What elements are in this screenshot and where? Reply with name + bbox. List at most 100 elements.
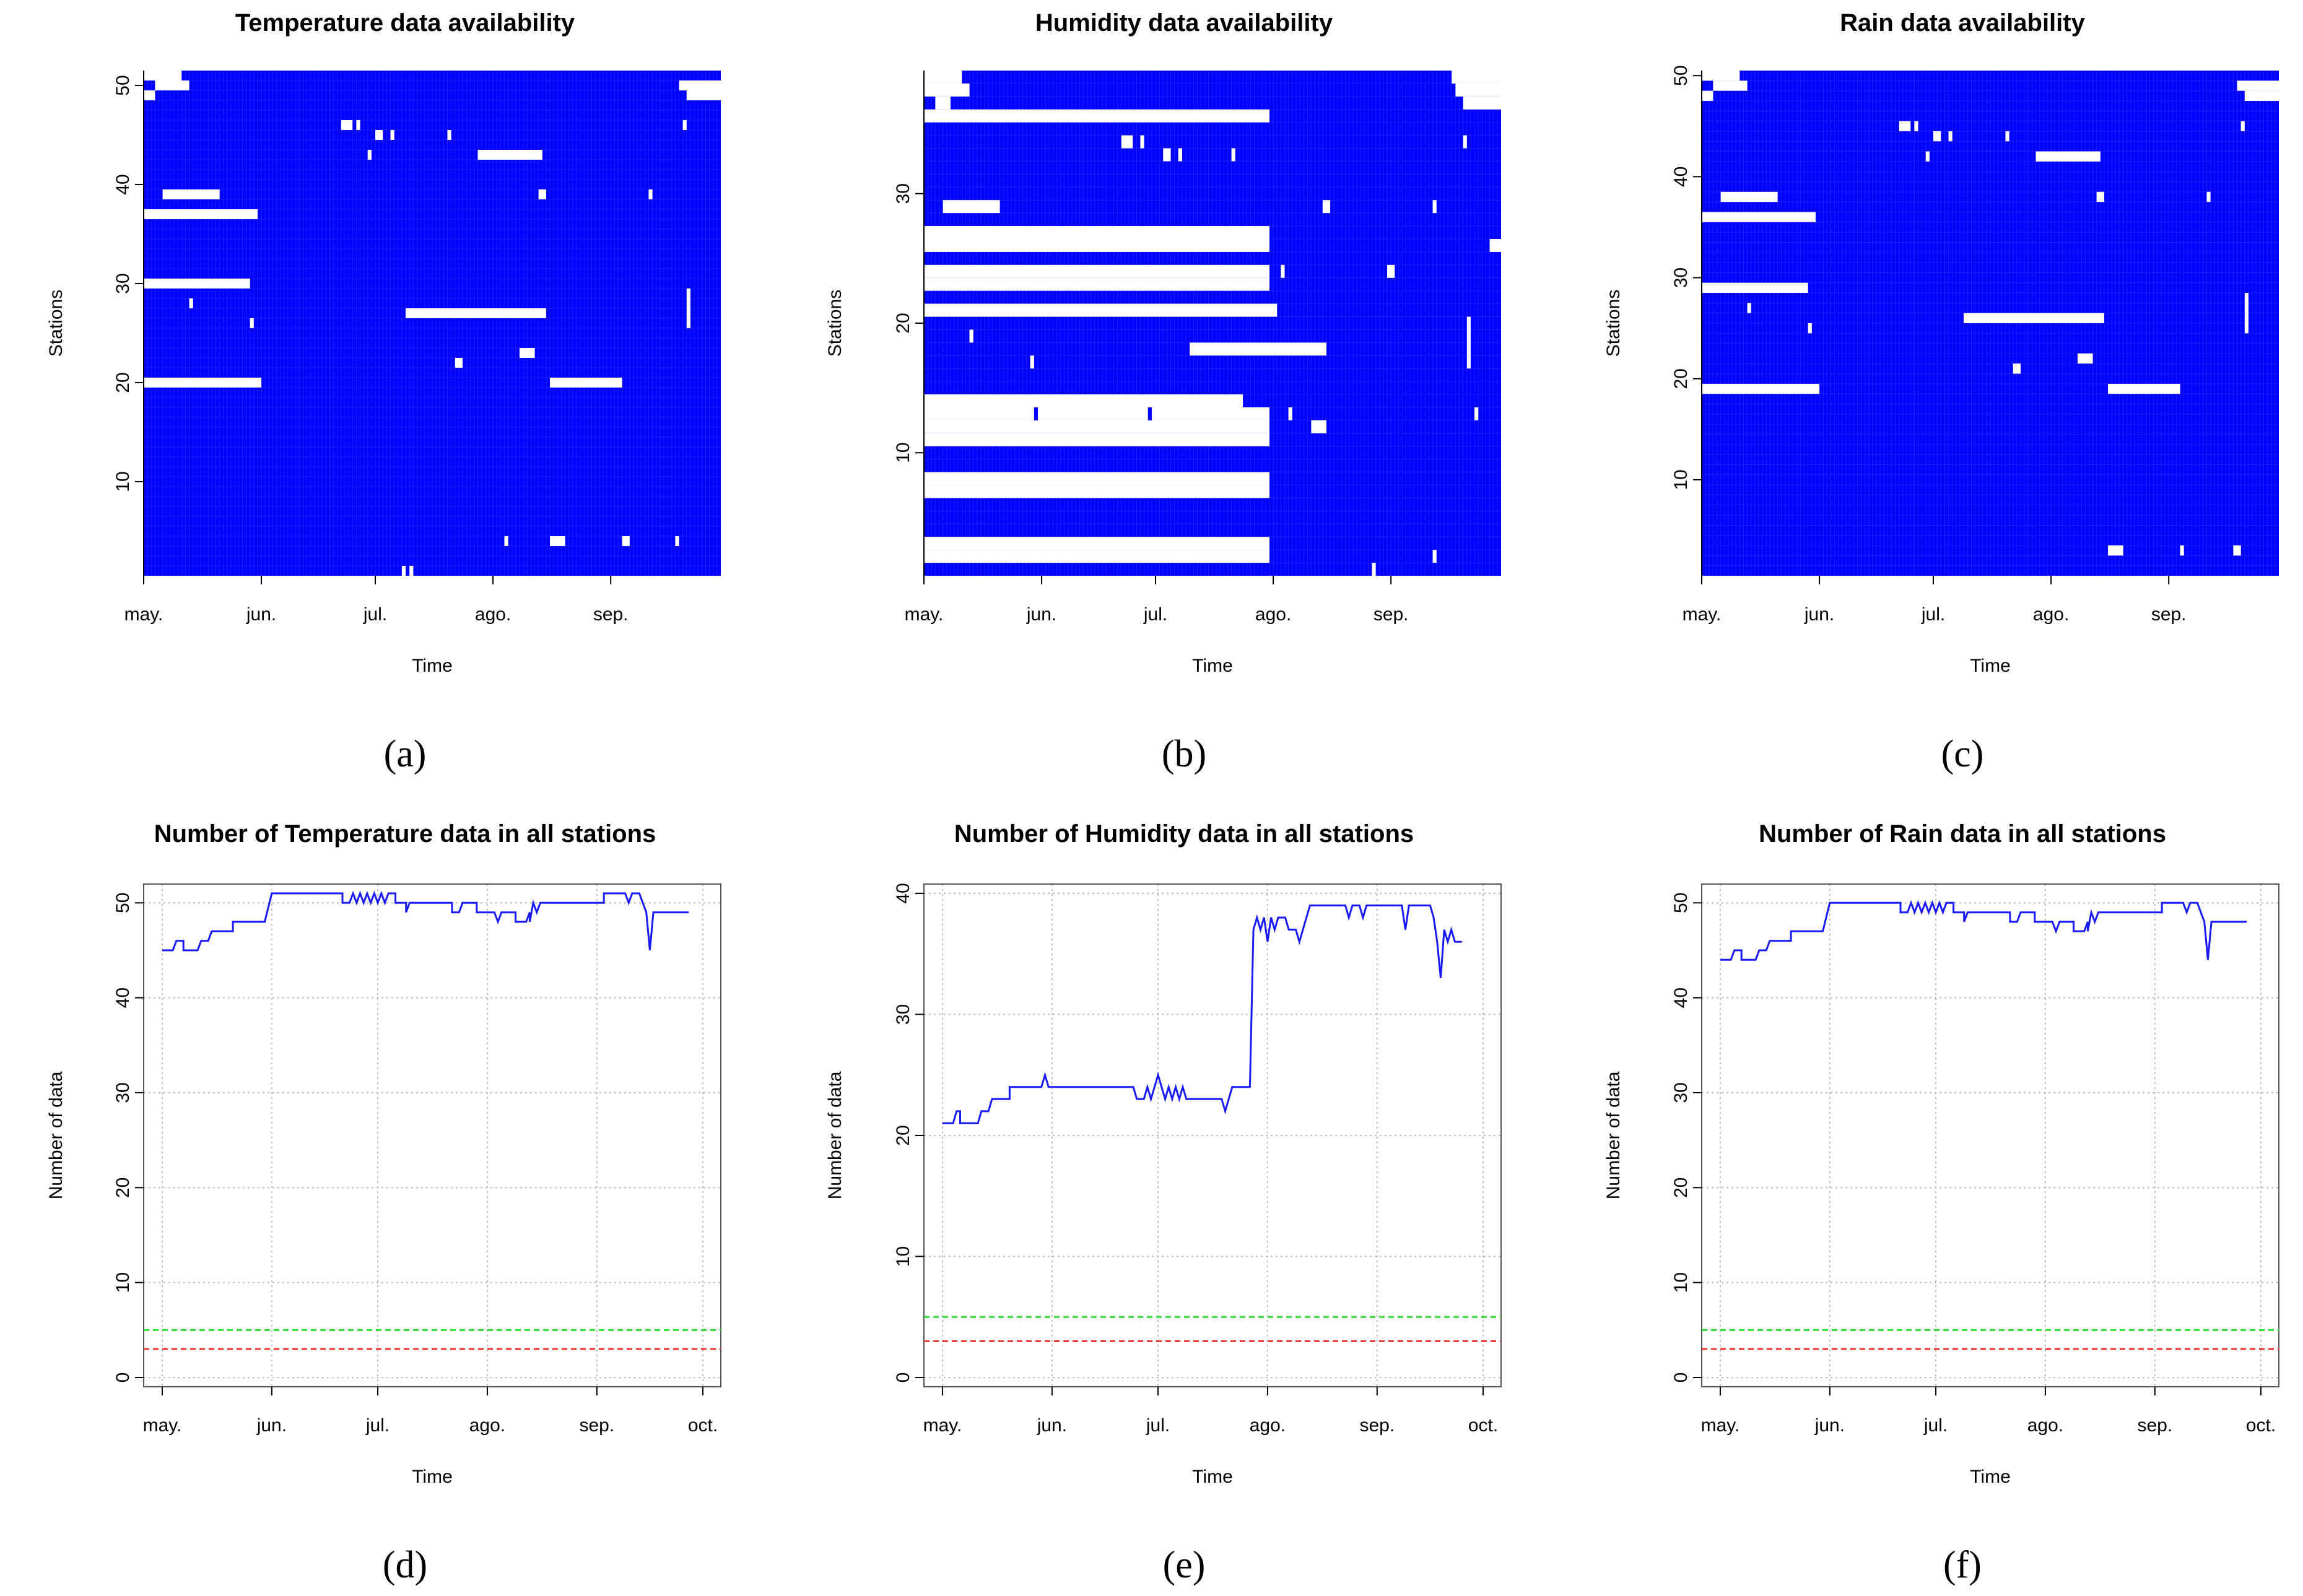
- data-count-line: [1720, 900, 2247, 961]
- missing-block: [1311, 420, 1326, 433]
- missing-block: [1387, 264, 1395, 278]
- available-block: [1147, 407, 1152, 420]
- y-tick-label: 50: [1671, 65, 1691, 85]
- availability-panel-1: 10 20 30 may. jun. jul. ago. sep. Humidity data …: [825, 9, 1501, 676]
- missing-block: [924, 109, 1269, 123]
- missing-block: [409, 566, 414, 576]
- x-tick-label: oct.: [1468, 1415, 1498, 1436]
- y-tick-label: 40: [1671, 987, 1691, 1008]
- x-tick-label: may.: [124, 604, 163, 625]
- missing-block: [2108, 383, 2180, 394]
- availability-panel-0: 10 20 30 40 50 may. jun. jul. ago. sep. Temperatur…: [46, 9, 721, 676]
- x-tick-label: sep.: [579, 1415, 614, 1436]
- count-panel-0: 0 10 20 30 40 50 may. jun. jul. ago. sep. oct. Numbe…: [46, 820, 721, 1487]
- missing-block: [2240, 121, 2245, 131]
- y-tick-label: 0: [893, 1373, 913, 1383]
- missing-block: [1432, 200, 1437, 214]
- missing-block: [1140, 135, 1144, 149]
- missing-block: [924, 537, 1269, 550]
- missing-block: [2078, 353, 2093, 364]
- y-tick-label: 0: [1671, 1373, 1691, 1383]
- missing-block: [1713, 80, 1748, 91]
- chart-title: Number of Humidity data in all stations: [954, 820, 1414, 848]
- y-axis-label: Stations: [46, 290, 66, 357]
- missing-block: [189, 298, 193, 308]
- missing-block: [682, 120, 687, 130]
- missing-block: [1702, 90, 1713, 101]
- y-tick-label: 20: [1671, 1177, 1691, 1198]
- missing-block: [1808, 323, 1812, 334]
- missing-block: [1933, 131, 1941, 142]
- missing-block: [924, 71, 962, 84]
- x-axis-label: Time: [412, 1467, 453, 1487]
- missing-block: [1702, 212, 1816, 222]
- missing-block: [924, 264, 1269, 278]
- x-tick-label: ago.: [1250, 1415, 1286, 1436]
- missing-block: [924, 303, 1278, 317]
- x-tick-label: jun.: [1804, 604, 1834, 625]
- x-tick-label: sep.: [2151, 604, 2187, 625]
- x-tick-label: ago.: [469, 1415, 505, 1436]
- x-tick-label: jul.: [1146, 1415, 1170, 1436]
- missing-block: [924, 420, 1269, 433]
- x-tick-label: ago.: [1255, 604, 1291, 625]
- x-tick-label: may.: [923, 1415, 962, 1436]
- missing-block: [144, 90, 155, 100]
- missing-block: [924, 239, 1269, 252]
- missing-block: [2244, 323, 2249, 334]
- missing-block: [679, 80, 721, 90]
- x-tick-label: sep.: [2137, 1415, 2172, 1436]
- missing-block: [550, 536, 565, 546]
- x-tick-label: may.: [905, 604, 944, 625]
- cell-grid: [1702, 71, 2279, 576]
- x-tick-label: jun.: [1037, 1415, 1067, 1436]
- missing-block: [1372, 563, 1376, 576]
- y-tick-label: 10: [113, 471, 133, 492]
- missing-block: [1455, 83, 1501, 97]
- missing-block: [250, 318, 254, 328]
- y-tick-label: 20: [893, 1125, 913, 1145]
- missing-block: [686, 308, 690, 318]
- missing-block: [406, 308, 546, 318]
- missing-block: [2244, 313, 2249, 323]
- y-tick-label: 20: [893, 313, 913, 333]
- missing-block: [2108, 545, 2123, 556]
- x-tick-label: jun.: [1026, 604, 1056, 625]
- x-tick-label: oct.: [2246, 1415, 2276, 1436]
- x-tick-label: oct.: [688, 1415, 718, 1436]
- x-tick-label: jun.: [246, 604, 276, 625]
- missing-block: [1720, 191, 1778, 202]
- x-tick-label: ago.: [2027, 1415, 2063, 1436]
- missing-block: [1452, 71, 1501, 84]
- missing-block: [935, 96, 951, 110]
- missing-block: [2180, 545, 2184, 556]
- missing-block: [924, 407, 1269, 420]
- missing-block: [447, 130, 451, 140]
- y-axis-label: Number of data: [1603, 1071, 1624, 1199]
- missing-block: [1466, 342, 1471, 356]
- missing-block: [2244, 293, 2249, 303]
- y-tick-label: 10: [893, 443, 913, 463]
- y-tick-label: 40: [113, 987, 133, 1008]
- y-tick-label: 20: [113, 372, 133, 392]
- y-tick-label: 0: [113, 1373, 133, 1383]
- missing-block: [1466, 329, 1471, 343]
- y-tick-label: 30: [893, 183, 913, 204]
- y-axis-label: Number of data: [825, 1071, 845, 1199]
- panel-caption: (a): [384, 733, 427, 775]
- missing-block: [2013, 363, 2021, 374]
- missing-block: [1747, 303, 1751, 313]
- missing-block: [550, 378, 622, 388]
- panel-caption: (f): [1943, 1544, 1982, 1586]
- x-tick-label: may.: [1683, 604, 1722, 625]
- missing-block: [1899, 121, 1911, 131]
- missing-block: [1474, 407, 1479, 420]
- missing-block: [2233, 545, 2241, 556]
- data-count-line: [943, 904, 1462, 1124]
- missing-block: [622, 536, 630, 546]
- missing-block: [1466, 316, 1471, 330]
- missing-block: [504, 536, 508, 546]
- missing-block: [1489, 239, 1501, 252]
- x-tick-label: ago.: [2033, 604, 2069, 625]
- missing-block: [144, 71, 182, 80]
